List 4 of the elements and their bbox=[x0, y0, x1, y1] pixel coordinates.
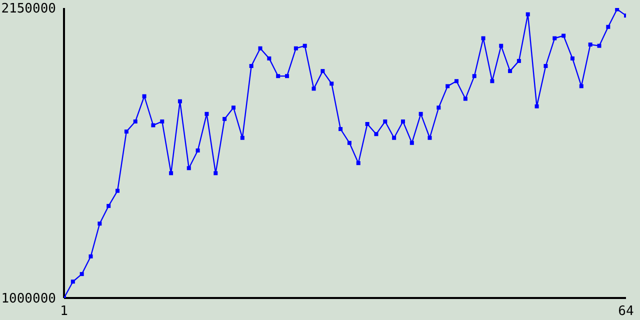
y-tick-label: 1000000 bbox=[1, 292, 56, 307]
x-tick-label: 1 bbox=[60, 304, 68, 320]
x-tick-label: 64 bbox=[618, 304, 634, 320]
y-tick-label: 2150000 bbox=[1, 2, 56, 17]
